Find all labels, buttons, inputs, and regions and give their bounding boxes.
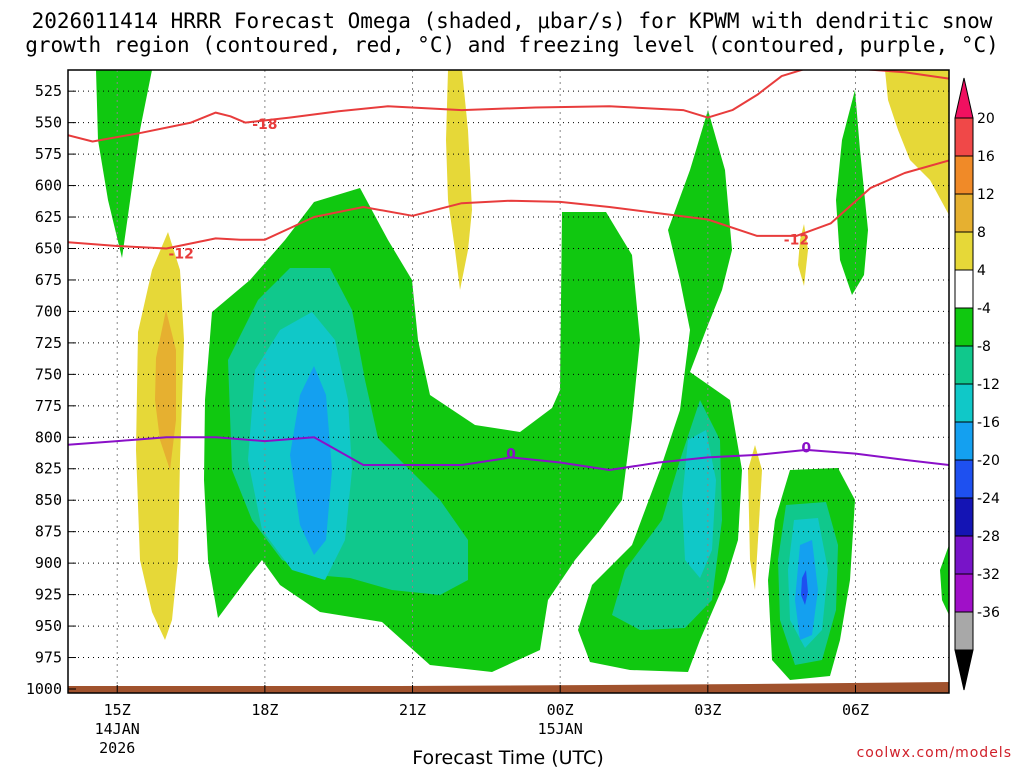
y-tick-label: 950 (35, 617, 62, 635)
contour-line (68, 70, 949, 143)
y-tick-label: 750 (35, 365, 62, 383)
x-tick-label: 00Z (547, 701, 574, 719)
colorbar-swatch (954, 269, 974, 309)
x-tick-label: 03Z (694, 701, 721, 719)
terrain-surface (68, 682, 949, 693)
contour-line (68, 159, 949, 250)
colorbar-swatch (954, 231, 974, 271)
colorbar-swatch (954, 345, 974, 385)
y-tick-label: 550 (35, 114, 62, 132)
y-tick-label: 525 (35, 82, 62, 100)
y-tick-label: 575 (35, 145, 62, 163)
colorbar-label: -8 (977, 339, 991, 355)
colorbar-label: 12 (977, 187, 995, 203)
y-tick-label: 800 (35, 428, 62, 446)
plot-border (67, 69, 950, 694)
y-tick-label: 725 (35, 334, 62, 352)
x-tick-label: 06Z (842, 701, 869, 719)
chart-title-line2: growth region (contoured, red, °C) and f… (25, 33, 999, 57)
colorbar-label: -4 (977, 301, 991, 317)
colorbar-swatch (954, 155, 974, 195)
x-tick-date: 14JAN (95, 720, 140, 738)
omega-region-yellow (885, 70, 949, 215)
omega-region-blue (290, 366, 332, 555)
omega-region-green (836, 90, 868, 295)
contour-label: -18 (252, 117, 277, 133)
colorbar-swatch (954, 611, 974, 651)
y-tick-label: 925 (35, 586, 62, 604)
x-tick-label: 15Z (104, 701, 131, 719)
colorbar-label: 16 (977, 149, 995, 165)
y-tick-label: 650 (35, 239, 62, 257)
colorbar-swatch (954, 193, 974, 233)
x-axis-label: Forecast Time (UTC) (412, 747, 603, 768)
x-tick-label: 18Z (251, 701, 278, 719)
y-tick-label: 875 (35, 523, 62, 541)
colorbar-swatch (954, 535, 974, 575)
omega-region-gold (155, 310, 176, 470)
colorbar-label: -36 (977, 605, 1000, 621)
colorbar-label: -32 (977, 567, 1000, 583)
colorbar-swatch (954, 117, 974, 157)
omega-shading (96, 70, 949, 680)
contour-labels: -18 -12 -12 0 0 (169, 117, 812, 463)
colorbar-swatch (954, 307, 974, 347)
omega-region-yellow (446, 70, 472, 290)
colorbar-label: -24 (977, 491, 1000, 507)
x-tick-year: 2026 (99, 739, 135, 757)
y-tick-label: 900 (35, 554, 62, 572)
colorbar-label: -12 (977, 377, 1000, 393)
colorbar-label: -20 (977, 453, 1000, 469)
y-axis: 525 550 575 600 625 650 675 700 725 750 775 800 825 8… (26, 82, 76, 698)
omega-region-darkblue (801, 570, 808, 605)
y-tick-label: 775 (35, 397, 62, 415)
colorbar-swatch (954, 421, 974, 461)
colorbar-label: 8 (977, 225, 986, 241)
colorbar-swatch (954, 497, 974, 537)
contour-line (68, 436, 949, 471)
colorbar-swatch (954, 383, 974, 423)
colorbar-swatch (954, 459, 974, 499)
credit-text: coolwx.com/models (857, 745, 1012, 761)
y-tick-label: 825 (35, 460, 62, 478)
y-tick-label: 625 (35, 208, 62, 226)
y-tick-label: 675 (35, 271, 62, 289)
omega-region-green (940, 545, 949, 615)
y-tick-label: 1000 (26, 680, 62, 698)
contour-label: -12 (784, 233, 809, 249)
omega-region-green (96, 70, 152, 258)
contour-label: -12 (169, 247, 194, 263)
x-tick-label: 21Z (399, 701, 426, 719)
colorbar-label: -28 (977, 529, 1000, 545)
y-tick-label: 600 (35, 177, 62, 195)
colorbar-swatch (954, 573, 974, 613)
omega-region-yellow (798, 224, 808, 286)
colorbar-label: 20 (977, 111, 995, 127)
contour-label: 0 (506, 447, 516, 463)
colorbar-label: 4 (977, 263, 986, 279)
colorbar-bottom-arrow (954, 649, 974, 691)
y-tick-label: 975 (35, 649, 62, 667)
y-tick-label: 700 (35, 302, 62, 320)
x-tick-date: 15JAN (538, 720, 583, 738)
chart-title-line1: 2026011414 HRRR Forecast Omega (shaded, … (32, 9, 993, 33)
grid-lines (68, 70, 949, 693)
omega-region-yellow (748, 445, 762, 590)
colorbar-top-arrow (954, 77, 974, 119)
colorbar: 20 16 12 8 4 -4 -8 -12 -16 -20 -24 -28 -32 -36 (954, 77, 1000, 691)
temperature-contours (68, 70, 949, 471)
contour-label: 0 (801, 440, 811, 456)
colorbar-label: -16 (977, 415, 1000, 431)
y-tick-label: 850 (35, 491, 62, 509)
